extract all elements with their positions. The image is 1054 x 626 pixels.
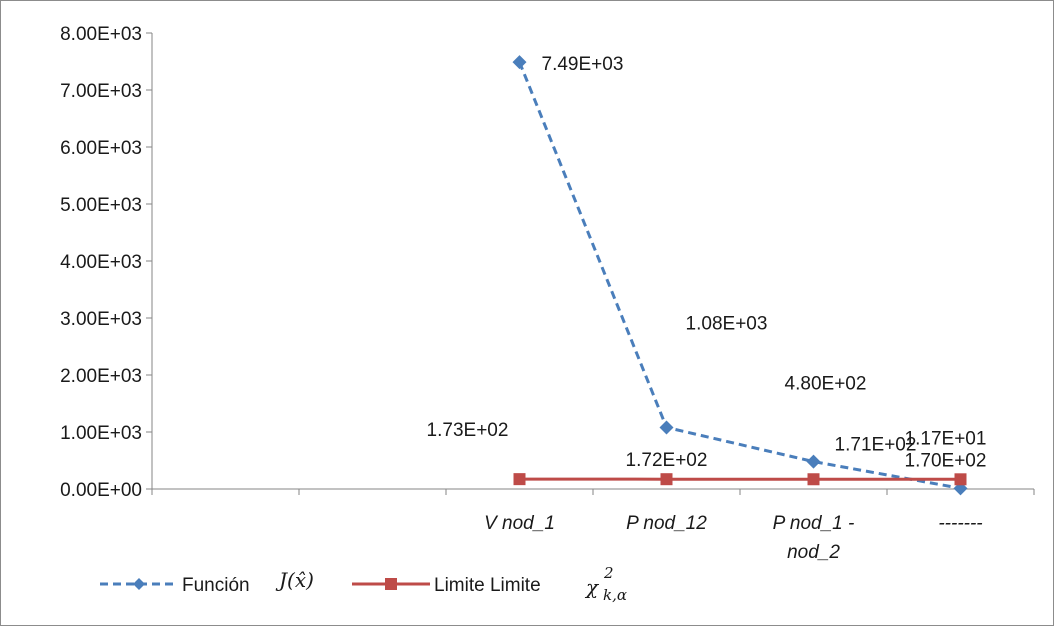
data-label-series-0: 1.17E+01	[905, 428, 987, 449]
x-category-label: P nod_1 -	[773, 513, 855, 534]
legend-math-funcion: J(x̂)	[275, 568, 314, 592]
series-0-marker	[512, 55, 527, 70]
x-category-label: nod_2	[787, 542, 840, 563]
series-layer	[512, 55, 968, 496]
legend-math-limite: χ	[584, 575, 600, 599]
series-0-marker	[659, 420, 674, 435]
data-label-series-1: 1.73E+02	[427, 420, 509, 441]
data-label-series-0: 1.08E+03	[686, 313, 768, 334]
series-line-0	[518, 61, 961, 490]
axes: 0.00E+00 1.00E+03 2.00E+03 3.00E+03 4.00E+03…	[60, 24, 1035, 563]
series-0-marker	[806, 454, 821, 469]
legend: Función J(x̂) Limite Limite χ 2 k,α	[100, 564, 627, 604]
data-label-series-1: 1.71E+02	[835, 434, 917, 455]
data-label-series-1: 1.72E+02	[626, 450, 708, 471]
y-tick-label: 1.00E+03	[60, 423, 142, 444]
series-1-marker	[807, 473, 820, 486]
y-tick-label: 4.00E+03	[60, 252, 142, 273]
y-tick-label: 6.00E+03	[60, 138, 142, 159]
x-category-label: V nod_1	[484, 513, 555, 534]
y-tick-label: 3.00E+03	[60, 309, 142, 330]
data-label-series-0: 4.80E+02	[785, 374, 867, 395]
y-tick-label: 0.00E+00	[60, 480, 142, 501]
x-category-label: P nod_12	[626, 513, 707, 534]
y-tick-label: 5.00E+03	[60, 195, 142, 216]
legend-math-limite-sub: k,α	[603, 586, 627, 604]
data-label-series-0: 7.49E+03	[542, 54, 624, 75]
legend-math-limite-sup: 2	[603, 564, 614, 582]
y-tick-label: 8.00E+03	[60, 24, 142, 45]
x-category-label: -------	[938, 513, 982, 534]
series-1-marker	[660, 473, 673, 486]
y-tick-label: 7.00E+03	[60, 81, 142, 102]
legend-marker-limite	[385, 578, 397, 590]
legend-marker-funcion	[133, 578, 145, 590]
y-tick-label: 2.00E+03	[60, 366, 142, 387]
series-1-marker	[513, 473, 526, 486]
series-1-marker	[954, 473, 967, 486]
data-label-series-1: 1.70E+02	[905, 450, 987, 471]
legend-label-funcion: Función	[182, 575, 250, 596]
data-labels: 7.49E+03 1.08E+03 4.80E+02 1.17E+01 1.73E+02…	[427, 54, 987, 471]
legend-label-limite: Limite Limite	[434, 575, 541, 596]
